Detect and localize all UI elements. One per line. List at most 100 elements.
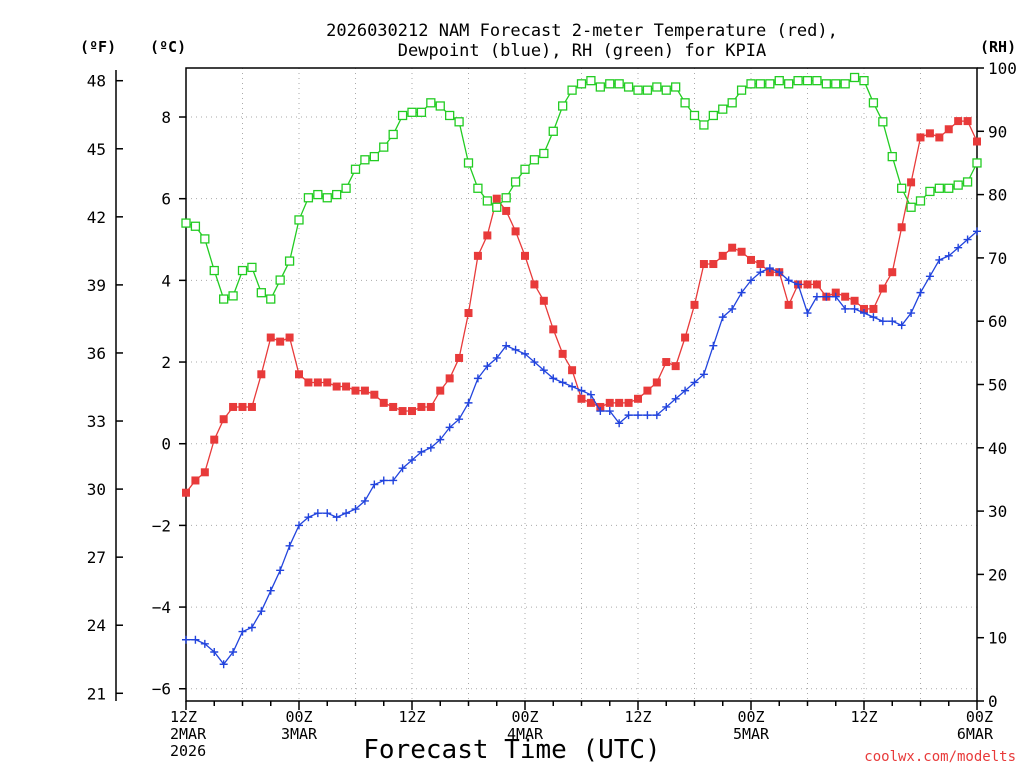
dewpoint-point xyxy=(709,341,718,350)
temperature-point xyxy=(841,292,850,301)
rh-point xyxy=(520,164,530,174)
temperature-point xyxy=(577,394,586,403)
dewpoint-point xyxy=(304,513,313,522)
rh-point xyxy=(219,294,229,304)
rh-point xyxy=(266,294,276,304)
rh-point xyxy=(671,82,681,92)
dewpoint-point xyxy=(492,353,501,362)
temperature-point xyxy=(191,476,200,485)
rh-point xyxy=(369,151,379,162)
temperature-point xyxy=(718,251,727,260)
temperature-point xyxy=(323,378,332,387)
temperature-point xyxy=(699,260,708,269)
dewpoint-point xyxy=(398,464,407,473)
temperature-point xyxy=(652,378,661,387)
dewpoint-point xyxy=(295,521,303,530)
dewpoint-point xyxy=(907,309,916,318)
rh-point xyxy=(887,151,897,162)
dewpoint-point xyxy=(634,411,642,420)
temperature-point xyxy=(973,137,981,146)
rh-point xyxy=(482,196,492,206)
temperature-point xyxy=(954,117,963,126)
dewpoint-point xyxy=(671,394,680,403)
fahrenheit-tick-label: 45 xyxy=(87,140,106,159)
rh-tick-label: 20 xyxy=(988,565,1007,584)
dewpoint-point xyxy=(605,407,614,416)
dewpoint-point xyxy=(812,292,821,301)
temperature-point xyxy=(417,402,426,411)
rh-point xyxy=(501,193,511,203)
rh-point xyxy=(727,98,737,108)
x-tick-label: 12Z xyxy=(850,708,877,726)
dewpoint-point xyxy=(370,480,379,489)
rh-point xyxy=(944,183,954,193)
temperature-point xyxy=(351,386,360,395)
dewpoint-point xyxy=(662,402,671,411)
rh-point xyxy=(897,183,907,193)
x-tick-label: 12Z xyxy=(398,708,425,726)
rh-point xyxy=(878,117,888,127)
rh-point xyxy=(473,183,483,193)
temperature-point xyxy=(370,390,379,399)
rh-point xyxy=(661,85,671,95)
dewpoint-point xyxy=(191,635,200,644)
rh-point xyxy=(774,76,784,86)
temperature-point xyxy=(925,129,934,138)
rh-point xyxy=(529,155,540,165)
rh-point xyxy=(680,98,690,108)
x-tick-label: 4MAR xyxy=(507,725,544,743)
rh-point xyxy=(736,85,747,95)
rh-point xyxy=(623,82,634,92)
rh-point xyxy=(492,202,502,212)
temperature-point xyxy=(360,386,369,395)
rh-point xyxy=(454,117,464,127)
temperature-point xyxy=(182,488,190,497)
rh-point xyxy=(350,164,361,174)
x-tick-label: 00Z xyxy=(737,708,764,726)
dewpoint-point xyxy=(332,513,341,522)
temperature-point xyxy=(332,382,341,391)
celsius-tick-label: −6 xyxy=(152,680,171,699)
temperature-point xyxy=(426,402,435,411)
dewpoint-point xyxy=(737,288,746,297)
rh-tick-label: 100 xyxy=(988,59,1017,78)
rh-point xyxy=(426,98,436,108)
fahrenheit-tick-label: 42 xyxy=(87,208,106,227)
x-tick-label: 00Z xyxy=(511,708,538,726)
rh-point xyxy=(906,202,916,212)
rh-point xyxy=(689,110,700,121)
rh-point xyxy=(755,79,766,89)
rh-point xyxy=(633,85,643,95)
temperature-point xyxy=(483,231,492,240)
rh-point xyxy=(821,79,831,89)
rh-point xyxy=(718,104,728,114)
celsius-tick-label: 6 xyxy=(161,190,171,209)
temperature-point xyxy=(219,415,228,424)
x-tick-label: 3MAR xyxy=(281,725,318,743)
dewpoint-point xyxy=(596,407,605,416)
celsius-tick-label: 4 xyxy=(161,271,171,290)
rh-point xyxy=(190,221,201,231)
dewpoint-point xyxy=(436,435,445,444)
dewpoint-point xyxy=(502,341,511,350)
rh-point xyxy=(275,275,285,285)
rh-tick-label: 90 xyxy=(988,122,1007,141)
dewpoint-point xyxy=(379,476,388,485)
rh-point xyxy=(642,85,653,95)
dewpoint-point xyxy=(539,366,548,375)
temperature-point xyxy=(558,349,567,358)
dewpoint-point xyxy=(521,349,529,358)
temperature-point xyxy=(850,296,859,305)
temperature-point xyxy=(963,117,972,126)
rh-point xyxy=(303,193,314,203)
temperature-point xyxy=(389,402,398,411)
temperature-point xyxy=(624,398,633,407)
dewpoint-point xyxy=(822,292,831,301)
temperature-point xyxy=(200,468,209,477)
rh-point xyxy=(802,76,813,86)
temperature-point xyxy=(690,300,699,309)
dewpoint-point xyxy=(615,419,624,428)
dewpoint-point xyxy=(897,321,906,330)
dewpoint-point xyxy=(794,280,803,289)
